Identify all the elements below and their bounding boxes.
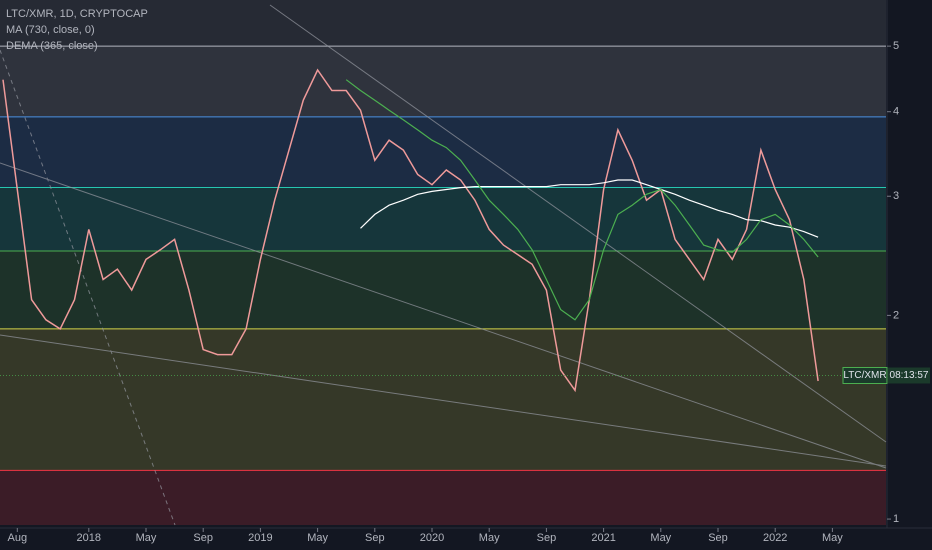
- x-tick-label: 2019: [248, 532, 272, 544]
- y-tick-label: 1: [893, 513, 899, 525]
- level-band: [0, 328, 886, 471]
- y-tick-label: 2: [893, 309, 899, 321]
- x-tick-label: May: [136, 532, 157, 544]
- x-tick-label: Aug: [8, 532, 28, 544]
- x-tick-label: May: [307, 532, 328, 544]
- level-band: [0, 187, 886, 251]
- level-band: [0, 116, 886, 188]
- level-band: [0, 0, 886, 47]
- countdown-badge: [888, 367, 930, 384]
- series-line: [360, 179, 819, 238]
- series-line: [345, 79, 819, 321]
- trendline: [269, 4, 887, 443]
- x-tick-label: May: [822, 532, 843, 544]
- last-price-name: LTC/XMR: [843, 370, 886, 381]
- x-tick-label: 2022: [763, 532, 787, 544]
- x-tick-label: May: [650, 532, 671, 544]
- x-tick-label: Sep: [708, 532, 728, 544]
- last-price-badge: [842, 366, 888, 384]
- level-band: [0, 250, 886, 329]
- level-band: [0, 470, 886, 525]
- series-line: [2, 68, 819, 393]
- x-tick-label: Sep: [365, 532, 385, 544]
- y-tick-label: 4: [893, 106, 899, 118]
- legend-entry: MA (730, close, 0): [6, 24, 95, 36]
- x-tick-label: Sep: [193, 532, 213, 544]
- x-tick-label: 2021: [591, 532, 615, 544]
- countdown: 08:13:57: [890, 370, 929, 381]
- legend-entry: DEMA (365, close): [6, 40, 98, 52]
- x-tick-label: 2020: [420, 532, 444, 544]
- trendline: [0, 334, 887, 467]
- trendline: [0, 162, 887, 469]
- trendlines: [0, 4, 887, 526]
- x-tick-label: Sep: [537, 532, 557, 544]
- x-tick-label: May: [479, 532, 500, 544]
- level-band: [0, 46, 886, 117]
- x-tick-label: 2018: [77, 532, 101, 544]
- y-tick-label: 3: [893, 190, 899, 202]
- y-tick-label: 5: [893, 40, 899, 52]
- chart-title: LTC/XMR, 1D, CRYPTOCAP: [6, 8, 148, 20]
